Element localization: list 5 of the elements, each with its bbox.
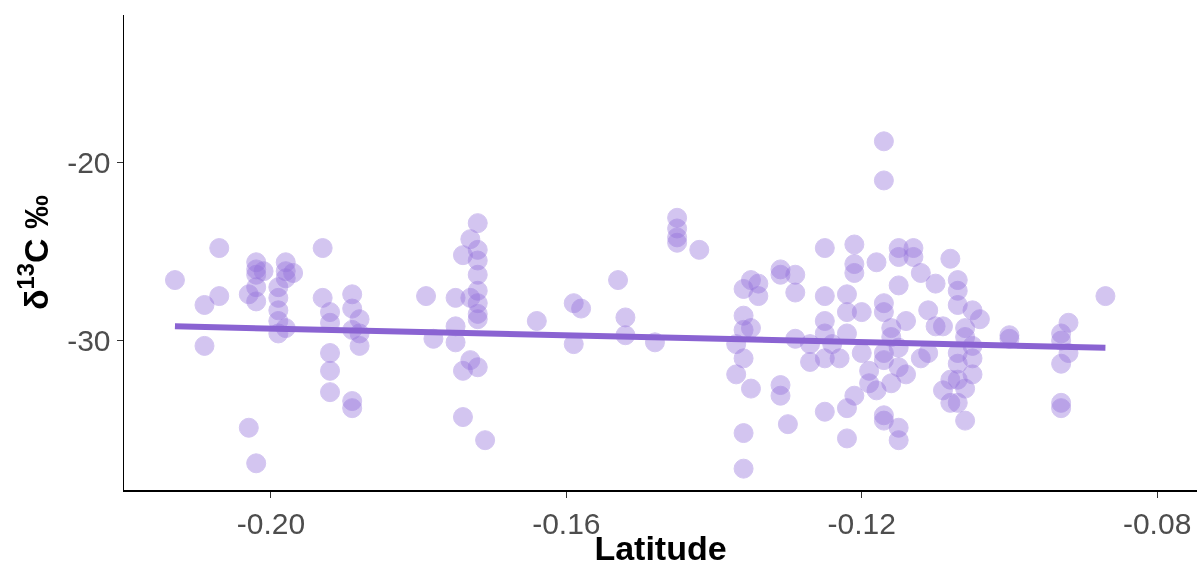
y-tick-label: -20: [67, 146, 111, 180]
y-tick-label: -30: [67, 324, 111, 358]
x-tick-label: -0.08: [1122, 506, 1192, 540]
x-tick-label: -0.20: [236, 506, 306, 540]
x-tick-label: -0.12: [827, 506, 896, 540]
